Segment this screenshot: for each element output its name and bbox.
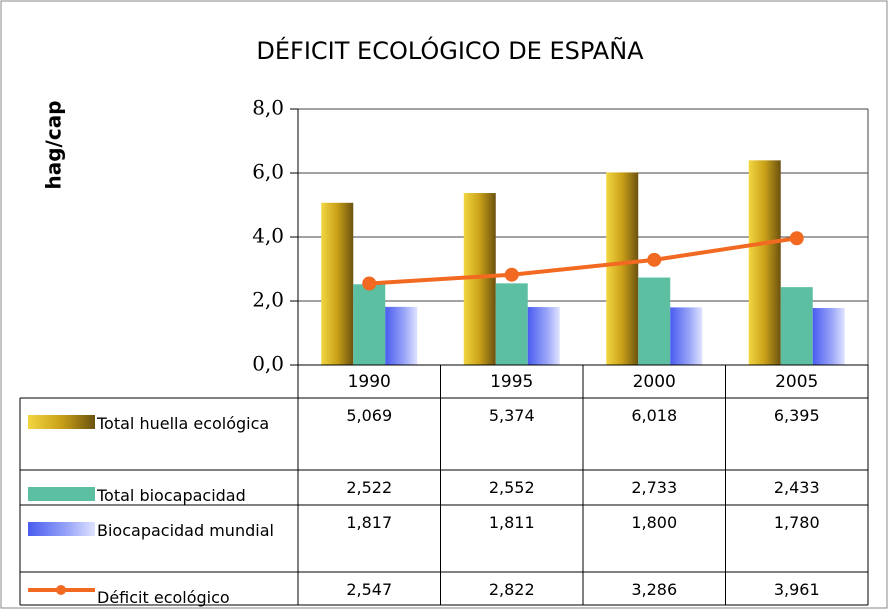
line-point [504, 267, 519, 282]
legend-label: Biocapacidad mundial [97, 521, 274, 540]
table-value: 6,018 [631, 406, 678, 425]
line [369, 236, 798, 286]
table-value: 5,069 [346, 406, 393, 425]
bar [495, 283, 528, 365]
table-value: 2,552 [488, 478, 535, 497]
y-tick-label: 8,0 [252, 96, 284, 120]
y-axis-label: hag/cap [42, 100, 66, 189]
x-tick-label: 2000 [633, 372, 676, 392]
table-value: 2,547 [346, 580, 393, 599]
legend-label: Déficit ecológico [97, 588, 230, 607]
table-value: 3,961 [773, 580, 820, 599]
table-value: 6,395 [773, 406, 820, 425]
bar [748, 160, 781, 365]
y-tick-label: 6,0 [252, 160, 284, 184]
bar [385, 306, 418, 365]
bar [638, 277, 671, 365]
legend-point [56, 585, 66, 595]
bar [812, 308, 845, 365]
legend-swatch [28, 522, 95, 536]
x-tick-label: 1990 [348, 372, 391, 392]
y-tick-label: 2,0 [252, 288, 284, 312]
table-value: 1,811 [488, 513, 535, 532]
line-point [362, 276, 377, 291]
legend-label: Total huella ecológica [97, 414, 270, 433]
table-value: 1,817 [346, 513, 393, 532]
y-tick-label: 4,0 [252, 224, 284, 248]
table-value: 2,522 [346, 478, 393, 497]
bar [670, 307, 703, 365]
table-value: 1,780 [773, 513, 820, 532]
bar [353, 284, 386, 365]
legend-label: Total biocapacidad [97, 486, 246, 505]
line-point [647, 252, 662, 267]
bar [780, 287, 813, 365]
table-value: 2,433 [773, 478, 820, 497]
legend-swatch [28, 415, 95, 429]
bar [321, 202, 354, 365]
legend-swatch [28, 487, 95, 501]
chart-title: DÉFICIT ECOLÓGICO DE ESPAÑA [256, 35, 644, 65]
x-tick-label: 2005 [775, 372, 818, 392]
x-tick-label: 1995 [490, 372, 533, 392]
table-value: 2,822 [488, 580, 535, 599]
bar [527, 307, 560, 365]
table-value: 2,733 [631, 478, 678, 497]
table-value: 3,286 [631, 580, 678, 599]
line-point [789, 231, 804, 246]
bar [606, 172, 639, 365]
table-value: 1,800 [631, 513, 678, 532]
table-value: 5,374 [488, 406, 535, 425]
y-tick-label: 0,0 [252, 352, 284, 376]
